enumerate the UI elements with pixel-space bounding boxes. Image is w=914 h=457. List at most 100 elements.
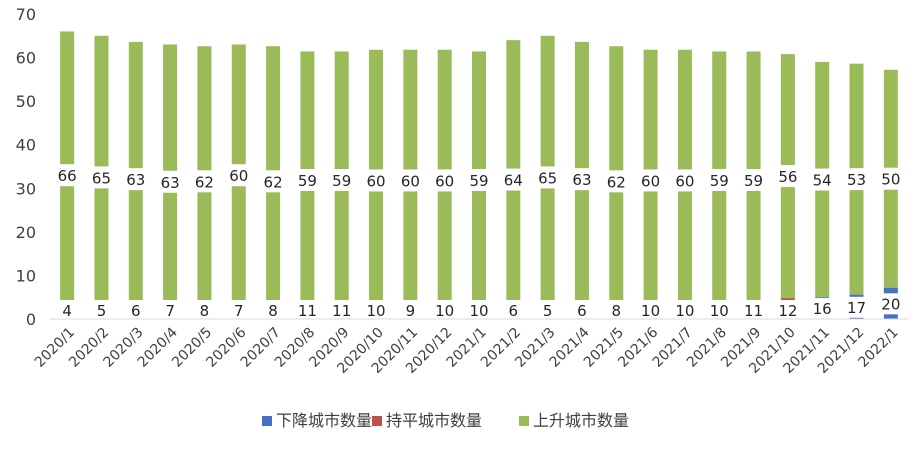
legend-swatch bbox=[372, 416, 382, 426]
data-label-backing bbox=[124, 168, 147, 191]
data-label-up: 63 bbox=[572, 171, 591, 189]
data-label-backing bbox=[159, 300, 182, 321]
legend-item: 下降城市数量 bbox=[262, 411, 372, 430]
data-label-backing bbox=[262, 300, 285, 321]
data-label-backing bbox=[570, 168, 593, 191]
data-label-backing bbox=[433, 300, 456, 321]
data-label-backing bbox=[90, 166, 113, 189]
legend-item: 持平城市数量 bbox=[372, 411, 482, 430]
data-label-up: 63 bbox=[126, 171, 145, 189]
data-label-backing bbox=[811, 168, 834, 191]
data-label-down: 8 bbox=[612, 302, 622, 320]
y-tick-label: 30 bbox=[16, 179, 36, 198]
data-label-backing bbox=[193, 300, 216, 321]
legend-swatch bbox=[519, 416, 529, 426]
data-label-backing bbox=[639, 169, 662, 192]
data-label-down: 9 bbox=[406, 302, 416, 320]
data-label-backing bbox=[262, 170, 285, 193]
data-label-down: 4 bbox=[62, 302, 72, 320]
data-label-up: 59 bbox=[469, 172, 488, 190]
data-label-down: 10 bbox=[366, 302, 385, 320]
data-label-down: 17 bbox=[847, 299, 866, 317]
data-label-up: 60 bbox=[675, 172, 694, 190]
data-label-backing bbox=[468, 300, 490, 321]
data-label-backing bbox=[879, 167, 902, 190]
data-label-down: 10 bbox=[675, 302, 694, 320]
data-label-up: 53 bbox=[847, 171, 866, 189]
data-label-backing bbox=[468, 169, 490, 192]
data-label-backing bbox=[502, 300, 525, 321]
data-label-backing bbox=[227, 164, 250, 187]
data-labels-layer: 6646556366376286076285911591160106096010… bbox=[56, 164, 902, 321]
data-label-backing bbox=[673, 300, 696, 321]
data-label-backing bbox=[330, 169, 353, 192]
data-label-backing bbox=[742, 300, 765, 321]
data-label-up: 56 bbox=[778, 168, 797, 186]
data-label-down: 7 bbox=[165, 302, 175, 320]
data-label-backing bbox=[399, 169, 422, 192]
data-label-up: 64 bbox=[504, 172, 523, 190]
y-tick-label: 20 bbox=[16, 223, 36, 242]
data-label-backing bbox=[776, 165, 799, 188]
legend-label: 下降城市数量 bbox=[276, 411, 372, 430]
data-label-down: 11 bbox=[744, 302, 763, 320]
data-label-backing bbox=[536, 300, 559, 321]
x-axis: 2020/12020/22020/32020/42020/52020/62020… bbox=[32, 318, 908, 377]
legend-label: 持平城市数量 bbox=[386, 411, 482, 430]
data-label-backing bbox=[90, 300, 113, 321]
legend: 下降城市数量 持平城市数量 上升城市数量 bbox=[262, 411, 629, 430]
y-tick-label: 0 bbox=[26, 310, 36, 329]
data-label-down: 7 bbox=[234, 302, 244, 320]
data-label-backing bbox=[365, 169, 388, 192]
data-label-down: 16 bbox=[813, 300, 832, 318]
data-label-up: 66 bbox=[58, 167, 77, 185]
data-label-up: 62 bbox=[264, 173, 283, 191]
data-label-backing bbox=[845, 168, 868, 191]
data-label-backing bbox=[399, 300, 422, 321]
data-label-backing bbox=[673, 169, 696, 192]
data-label-backing bbox=[605, 170, 628, 193]
data-label-backing bbox=[56, 164, 79, 187]
data-label-backing bbox=[296, 300, 319, 321]
data-label-backing bbox=[570, 300, 593, 321]
data-label-backing bbox=[708, 300, 731, 321]
data-label-up: 65 bbox=[538, 169, 557, 187]
y-tick-label: 70 bbox=[16, 5, 36, 24]
legend-swatch bbox=[262, 416, 272, 426]
data-label-down: 10 bbox=[641, 302, 660, 320]
data-label-backing bbox=[605, 300, 628, 321]
y-tick-label: 50 bbox=[16, 92, 36, 111]
data-label-backing bbox=[536, 166, 559, 189]
data-label-backing bbox=[296, 169, 319, 192]
data-label-backing bbox=[502, 168, 525, 191]
data-label-up: 59 bbox=[332, 172, 351, 190]
data-label-up: 59 bbox=[744, 172, 763, 190]
data-label-backing bbox=[639, 300, 662, 321]
data-label-backing bbox=[433, 169, 456, 192]
y-axis: 0 10 20 30 40 50 60 70 bbox=[16, 5, 36, 329]
data-label-up: 63 bbox=[161, 174, 180, 192]
data-label-backing bbox=[742, 169, 765, 192]
data-label-up: 62 bbox=[607, 173, 626, 191]
data-label-up: 50 bbox=[881, 171, 900, 189]
data-label-backing bbox=[365, 300, 388, 321]
data-label-up: 54 bbox=[813, 172, 832, 190]
data-label-backing bbox=[708, 169, 731, 192]
data-label-down: 8 bbox=[268, 302, 278, 320]
data-label-up: 65 bbox=[92, 169, 111, 187]
legend-label: 上升城市数量 bbox=[533, 411, 629, 430]
legend-item: 上升城市数量 bbox=[519, 411, 629, 430]
data-label-backing bbox=[56, 300, 79, 321]
data-label-backing bbox=[776, 300, 799, 321]
data-label-backing bbox=[227, 300, 250, 321]
data-label-up: 60 bbox=[435, 172, 454, 190]
data-label-up: 60 bbox=[641, 172, 660, 190]
data-label-down: 10 bbox=[435, 302, 454, 320]
data-label-up: 59 bbox=[298, 172, 317, 190]
data-label-backing bbox=[193, 170, 216, 193]
data-label-backing bbox=[159, 170, 182, 193]
data-label-down: 5 bbox=[97, 302, 107, 320]
data-label-backing bbox=[811, 298, 834, 320]
data-label-up: 62 bbox=[195, 173, 214, 191]
